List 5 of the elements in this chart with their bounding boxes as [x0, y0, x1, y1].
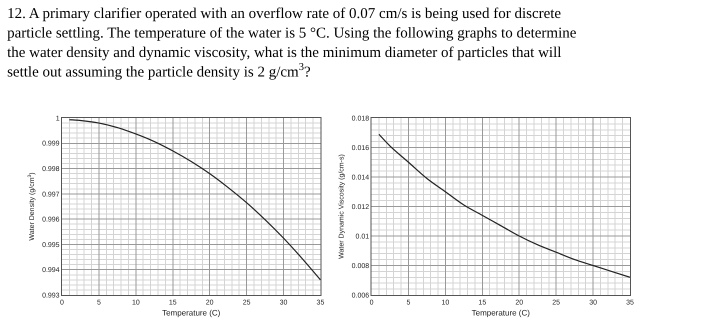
- chart-title: 12. A primary clarifier operated with an overflow rate of 0.07 cm/s is being used for discrete particle settling. The temperature of the water is 5 °C. Using the following graphs to determine the water density and dynamic viscosity, what is the minimum diameter of particles that will settle out assuming the particle density is 2 g/cm$^{3}$?: [7, 6, 577, 81]
- x-axis-title: Temperature (C): [472, 308, 530, 318]
- line-series: [378, 134, 630, 278]
- line-series: [68, 119, 320, 280]
- x-axis-title: Temperature (C): [162, 308, 221, 318]
